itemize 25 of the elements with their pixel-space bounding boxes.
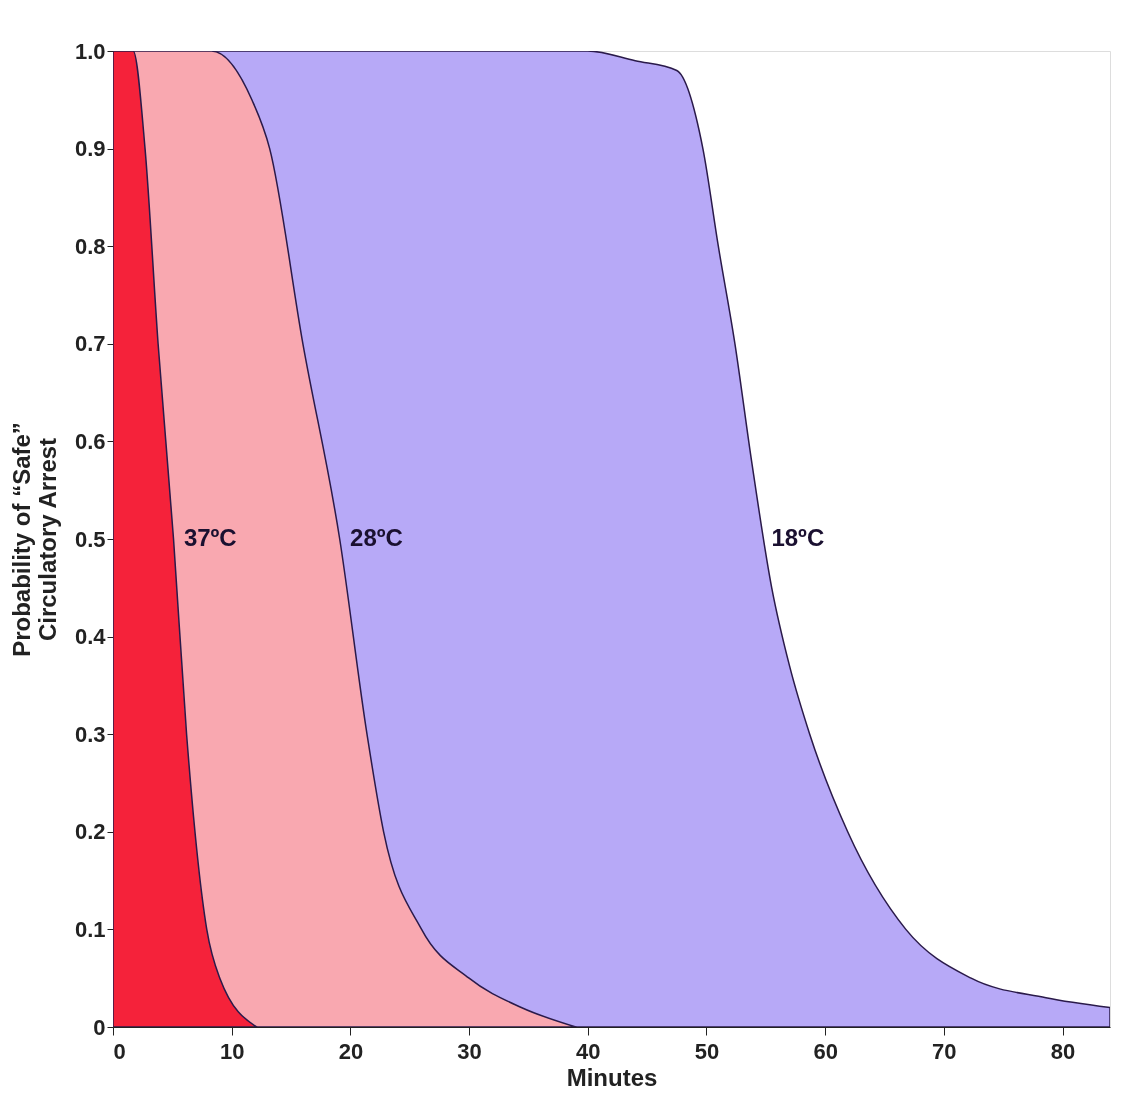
x-tick-label: 10: [219, 1038, 245, 1064]
y-tick-label: 0.5: [74, 526, 106, 552]
y-tick-label: 1.0: [74, 38, 106, 64]
y-tick-label: 0.9: [74, 136, 106, 162]
y-tick-label: 0.3: [74, 721, 106, 747]
x-tick-label: 30: [457, 1038, 482, 1064]
y-tick-label: 0.2: [74, 819, 106, 845]
x-tick-label: 80: [1050, 1038, 1076, 1064]
annotation: 37ºC: [183, 524, 237, 551]
x-tick-label: 40: [576, 1038, 601, 1064]
annotation: 28ºC: [350, 524, 403, 551]
y-tick-label: 0.7: [74, 331, 106, 357]
x-tick-label: 60: [813, 1038, 838, 1064]
annotation: 18ºC: [771, 524, 825, 551]
y-tick-label: 0.1: [74, 916, 106, 942]
y-tick-label: 0: [93, 1014, 106, 1040]
x-axis-title: Minutes: [566, 1063, 658, 1091]
x-tick-label: 0: [113, 1038, 126, 1064]
x-tick-label: 50: [694, 1038, 720, 1064]
y-axis-title: Probability of “Safe” Circulatory Arrest: [7, 422, 61, 657]
y-tick-label: 0.8: [74, 233, 106, 259]
y-tick-label: 0.6: [74, 428, 106, 454]
x-tick-label: 70: [932, 1038, 957, 1064]
x-tick-label: 20: [338, 1038, 364, 1064]
y-tick-label: 0.4: [74, 624, 107, 650]
